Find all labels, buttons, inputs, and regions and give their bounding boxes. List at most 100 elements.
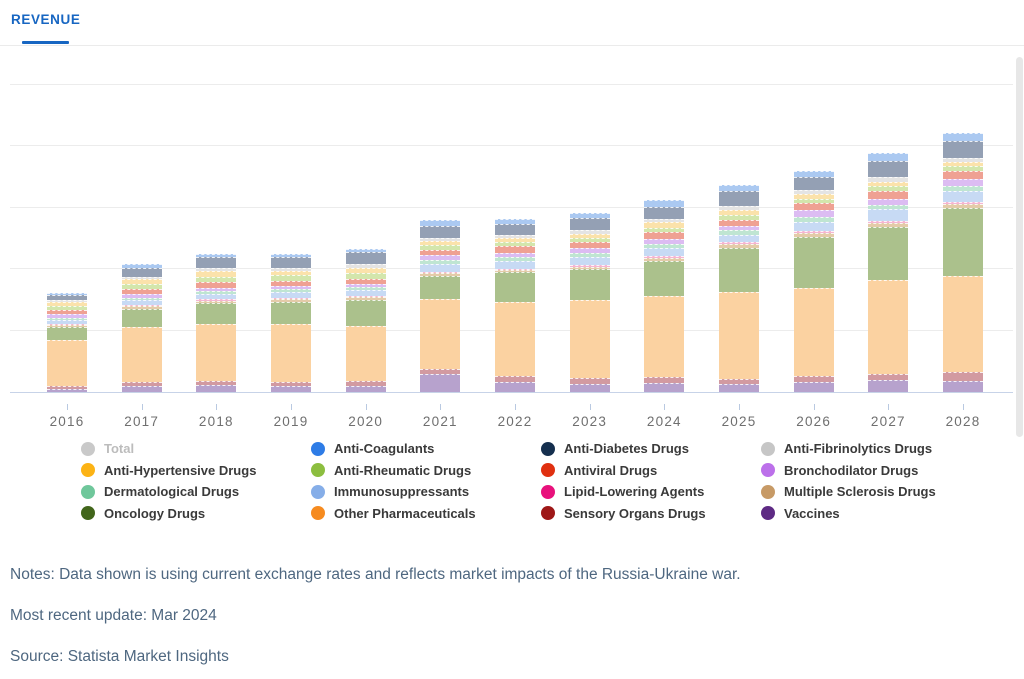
segment-anti-fibrinolytics-drugs[interactable] [868,177,909,182]
segment-antiviral-drugs[interactable] [196,282,237,288]
segment-anti-diabetes-drugs[interactable] [569,218,610,231]
segment-anti-hypertensive-drugs[interactable] [868,181,909,187]
segment-immunosuppressants[interactable] [495,261,535,269]
segment-immunosuppressants[interactable] [644,247,685,257]
segment-anti-hypertensive-drugs[interactable] [196,271,237,277]
segment-anti-rheumatic-drugs[interactable] [196,276,237,283]
segment-anti-coagulants[interactable] [719,184,759,191]
segment-sensory-organs-drugs[interactable] [121,382,162,386]
bar-2016[interactable] [47,293,87,392]
segment-dermatological-drugs[interactable] [47,317,87,320]
segment-vaccines[interactable] [196,385,237,392]
segment-anti-hypertensive-drugs[interactable] [943,161,983,166]
segment-immunosuppressants[interactable] [196,293,237,300]
segment-sensory-organs-drugs[interactable] [868,373,909,381]
segment-immunosuppressants[interactable] [345,290,386,296]
segment-anti-rheumatic-drugs[interactable] [420,245,461,251]
segment-immunosuppressants[interactable] [271,291,311,298]
legend-item-multiple-sclerosis-drugs[interactable]: Multiple Sclerosis Drugs [761,484,1024,499]
segment-anti-coagulants[interactable] [121,264,162,268]
segment-vaccines[interactable] [719,384,759,392]
segment-multiple-sclerosis-drugs[interactable] [719,244,759,248]
segment-anti-diabetes-drugs[interactable] [644,207,685,219]
segment-anti-hypertensive-drugs[interactable] [719,209,759,215]
segment-dermatological-drugs[interactable] [793,217,834,223]
segment-other-pharmaceuticals[interactable] [868,280,909,374]
segment-immunosuppressants[interactable] [719,234,759,243]
segment-multiple-sclerosis-drugs[interactable] [420,273,461,276]
segment-anti-coagulants[interactable] [495,218,535,224]
segment-anti-diabetes-drugs[interactable] [793,177,834,190]
segment-anti-coagulants[interactable] [271,254,311,257]
segment-other-pharmaceuticals[interactable] [719,292,759,379]
segment-dermatological-drugs[interactable] [868,204,909,210]
segment-anti-fibrinolytics-drugs[interactable] [420,237,461,241]
segment-vaccines[interactable] [121,385,162,392]
legend-item-lipid-lowering-agents[interactable]: Lipid-Lowering Agents [541,484,761,499]
segment-sensory-organs-drugs[interactable] [569,378,610,385]
segment-multiple-sclerosis-drugs[interactable] [121,306,162,310]
segment-antiviral-drugs[interactable] [121,289,162,295]
segment-antiviral-drugs[interactable] [644,232,685,239]
segment-multiple-sclerosis-drugs[interactable] [644,257,685,262]
segment-immunosuppressants[interactable] [569,257,610,266]
bar-2027[interactable] [868,152,909,392]
segment-anti-hypertensive-drugs[interactable] [345,267,386,273]
segment-sensory-organs-drugs[interactable] [196,381,237,385]
segment-oncology-drugs[interactable] [495,272,535,303]
bar-2023[interactable] [569,212,610,392]
segment-anti-fibrinolytics-drugs[interactable] [644,218,685,223]
segment-sensory-organs-drugs[interactable] [420,368,461,375]
bar-2019[interactable] [271,254,311,392]
segment-antiviral-drugs[interactable] [719,219,759,227]
segment-immunosuppressants[interactable] [868,209,909,222]
segment-oncology-drugs[interactable] [793,237,834,289]
segment-antiviral-drugs[interactable] [868,191,909,199]
segment-multiple-sclerosis-drugs[interactable] [868,222,909,228]
segment-anti-fibrinolytics-drugs[interactable] [495,234,535,238]
legend-item-immunosuppressants[interactable]: Immunosuppressants [311,484,541,499]
segment-lipid-lowering-agents[interactable] [271,297,311,300]
bar-2018[interactable] [196,253,237,392]
segment-anti-fibrinolytics-drugs[interactable] [943,157,983,162]
legend-item-oncology-drugs[interactable]: Oncology Drugs [81,506,311,521]
segment-multiple-sclerosis-drugs[interactable] [345,297,386,301]
segment-antiviral-drugs[interactable] [569,242,610,249]
segment-lipid-lowering-agents[interactable] [569,265,610,267]
segment-anti-fibrinolytics-drugs[interactable] [345,264,386,268]
segment-other-pharmaceuticals[interactable] [271,324,311,383]
segment-anti-fibrinolytics-drugs[interactable] [47,300,87,302]
segment-anti-hypertensive-drugs[interactable] [420,240,461,246]
segment-sensory-organs-drugs[interactable] [793,375,834,382]
bar-2025[interactable] [719,184,759,392]
legend-item-anti-hypertensive-drugs[interactable]: Anti-Hypertensive Drugs [81,463,311,478]
segment-dermatological-drugs[interactable] [196,291,237,294]
segment-vaccines[interactable] [420,374,461,392]
segment-vaccines[interactable] [47,389,87,392]
segment-lipid-lowering-agents[interactable] [345,295,386,298]
segment-anti-diabetes-drugs[interactable] [121,267,162,277]
segment-immunosuppressants[interactable] [943,191,983,203]
segment-vaccines[interactable] [345,385,386,392]
segment-multiple-sclerosis-drugs[interactable] [47,324,87,327]
segment-anti-coagulants[interactable] [868,152,909,161]
segment-anti-hypertensive-drugs[interactable] [495,237,535,243]
segment-lipid-lowering-agents[interactable] [793,231,834,234]
segment-antiviral-drugs[interactable] [495,246,535,253]
segment-sensory-organs-drugs[interactable] [345,381,386,386]
segment-multiple-sclerosis-drugs[interactable] [495,269,535,273]
segment-anti-rheumatic-drugs[interactable] [495,242,535,247]
segment-multiple-sclerosis-drugs[interactable] [943,203,983,208]
segment-lipid-lowering-agents[interactable] [868,221,909,223]
segment-vaccines[interactable] [793,381,834,392]
segment-dermatological-drugs[interactable] [644,243,685,248]
segment-immunosuppressants[interactable] [47,319,87,324]
segment-antiviral-drugs[interactable] [420,250,461,256]
segment-bronchodilator-drugs[interactable] [793,210,834,218]
segment-anti-diabetes-drugs[interactable] [345,252,386,265]
segment-other-pharmaceuticals[interactable] [420,298,461,369]
segment-sensory-organs-drugs[interactable] [943,372,983,381]
segment-bronchodilator-drugs[interactable] [196,287,237,292]
segment-sensory-organs-drugs[interactable] [47,385,87,389]
segment-anti-coagulants[interactable] [345,248,386,253]
